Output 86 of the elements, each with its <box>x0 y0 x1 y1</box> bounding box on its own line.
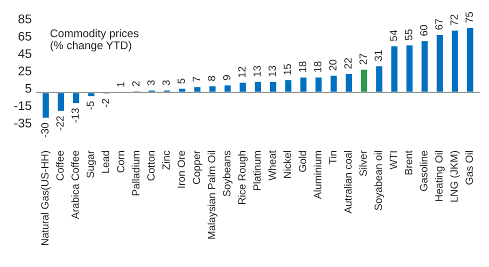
bar <box>466 26 475 94</box>
bar <box>344 72 354 94</box>
data-label: 1 <box>117 82 124 87</box>
data-label: 3 <box>147 80 155 86</box>
data-label: -2 <box>102 98 110 108</box>
bar <box>360 68 369 94</box>
data-label: 75 <box>466 12 473 23</box>
x-tick-label: Cotton <box>147 151 155 181</box>
data-label: -5 <box>86 101 94 110</box>
x-tick-label: Zinc <box>162 150 170 170</box>
data-label: 22 <box>344 58 352 69</box>
bar <box>374 64 384 94</box>
x-tick-label: Lead <box>102 151 110 173</box>
bar <box>420 40 430 94</box>
x-tick-label: Platinum <box>253 151 261 190</box>
data-label: -13 <box>72 108 79 122</box>
data-label: 27 <box>359 54 367 64</box>
x-tick-label: Malaysian Palm Oil <box>208 151 218 239</box>
x-tick-label: Soyabean oil <box>374 151 384 210</box>
data-label: 55 <box>405 29 412 40</box>
data-label: 7 <box>192 76 200 82</box>
y-tick-label: 25 <box>18 66 32 76</box>
bar <box>390 44 399 94</box>
data-label: 9 <box>223 75 230 80</box>
bar <box>329 74 338 94</box>
data-label: 67 <box>435 19 443 30</box>
x-tick-label: Arabica Coffee <box>71 150 79 220</box>
x-tick-label: Gas Oil <box>465 151 473 185</box>
bar <box>238 81 248 94</box>
x-tick-label: Heating Oil <box>434 151 445 202</box>
y-tick-label: -15 <box>14 101 32 110</box>
bar <box>284 78 293 94</box>
x-tick-label: Aluminium <box>314 151 322 199</box>
x-tick-label: Palladium <box>132 151 140 196</box>
x-tick-label: LNG (JKM) <box>450 151 460 202</box>
bar <box>56 92 66 112</box>
data-label: -22 <box>56 116 64 130</box>
x-tick-label: Wheat <box>268 150 276 180</box>
bar <box>405 44 414 94</box>
bar <box>253 80 262 94</box>
x-tick-label: Autralian coal <box>344 151 352 214</box>
bar <box>435 34 444 94</box>
bar <box>72 92 81 104</box>
y-tick-label: -35 <box>14 118 32 128</box>
x-tick-label: Gasoline <box>420 150 428 191</box>
data-label: 3 <box>162 80 170 86</box>
x-tick-label: Nickel <box>283 151 292 178</box>
bar <box>192 86 202 94</box>
data-label: 15 <box>284 64 292 74</box>
x-tick-label: Natural Gas(US-HH) <box>40 151 51 246</box>
x-tick-label: Brent <box>405 150 412 174</box>
data-label: 72 <box>450 14 458 26</box>
x-tick-label: Corn <box>116 151 124 172</box>
data-label: 31 <box>374 50 382 61</box>
bar <box>268 80 278 94</box>
x-tick-label: Silver <box>359 150 367 176</box>
y-tick-label: 5 <box>25 84 32 93</box>
data-label: 54 <box>390 30 398 42</box>
y-tick-label: 85 <box>18 14 32 24</box>
x-tick-label: Gold <box>298 151 306 172</box>
data-label: -30 <box>41 123 49 138</box>
bar <box>41 92 50 120</box>
data-label: 8 <box>208 76 216 81</box>
y-tick-label: 45 <box>18 49 32 58</box>
y-tick-label: 65 <box>18 32 32 41</box>
data-label: 12 <box>238 66 246 78</box>
data-label: 2 <box>132 81 140 86</box>
x-tick-label: Coffee <box>56 150 64 180</box>
data-label: 18 <box>314 62 322 72</box>
data-label: 18 <box>298 62 306 72</box>
text: Commodity prices (% change YTD) <box>50 29 138 52</box>
data-label: 5 <box>178 78 185 84</box>
data-label: 13 <box>268 66 276 76</box>
x-tick-label: Rice Rough <box>238 151 248 204</box>
x-tick-label: Tin <box>328 151 336 164</box>
bar <box>314 76 324 94</box>
x-tick-label: Copper <box>192 150 202 184</box>
x-tick-label: WTI <box>390 151 398 170</box>
x-tick-label: Iron Ore <box>178 150 185 188</box>
data-label: 13 <box>253 66 261 76</box>
x-tick-label: Sugar <box>86 150 96 178</box>
bar <box>450 29 460 94</box>
data-label: 60 <box>420 25 428 36</box>
data-label: 20 <box>329 60 337 70</box>
x-tick-label: Soybeans <box>222 150 232 196</box>
bar <box>298 76 308 94</box>
